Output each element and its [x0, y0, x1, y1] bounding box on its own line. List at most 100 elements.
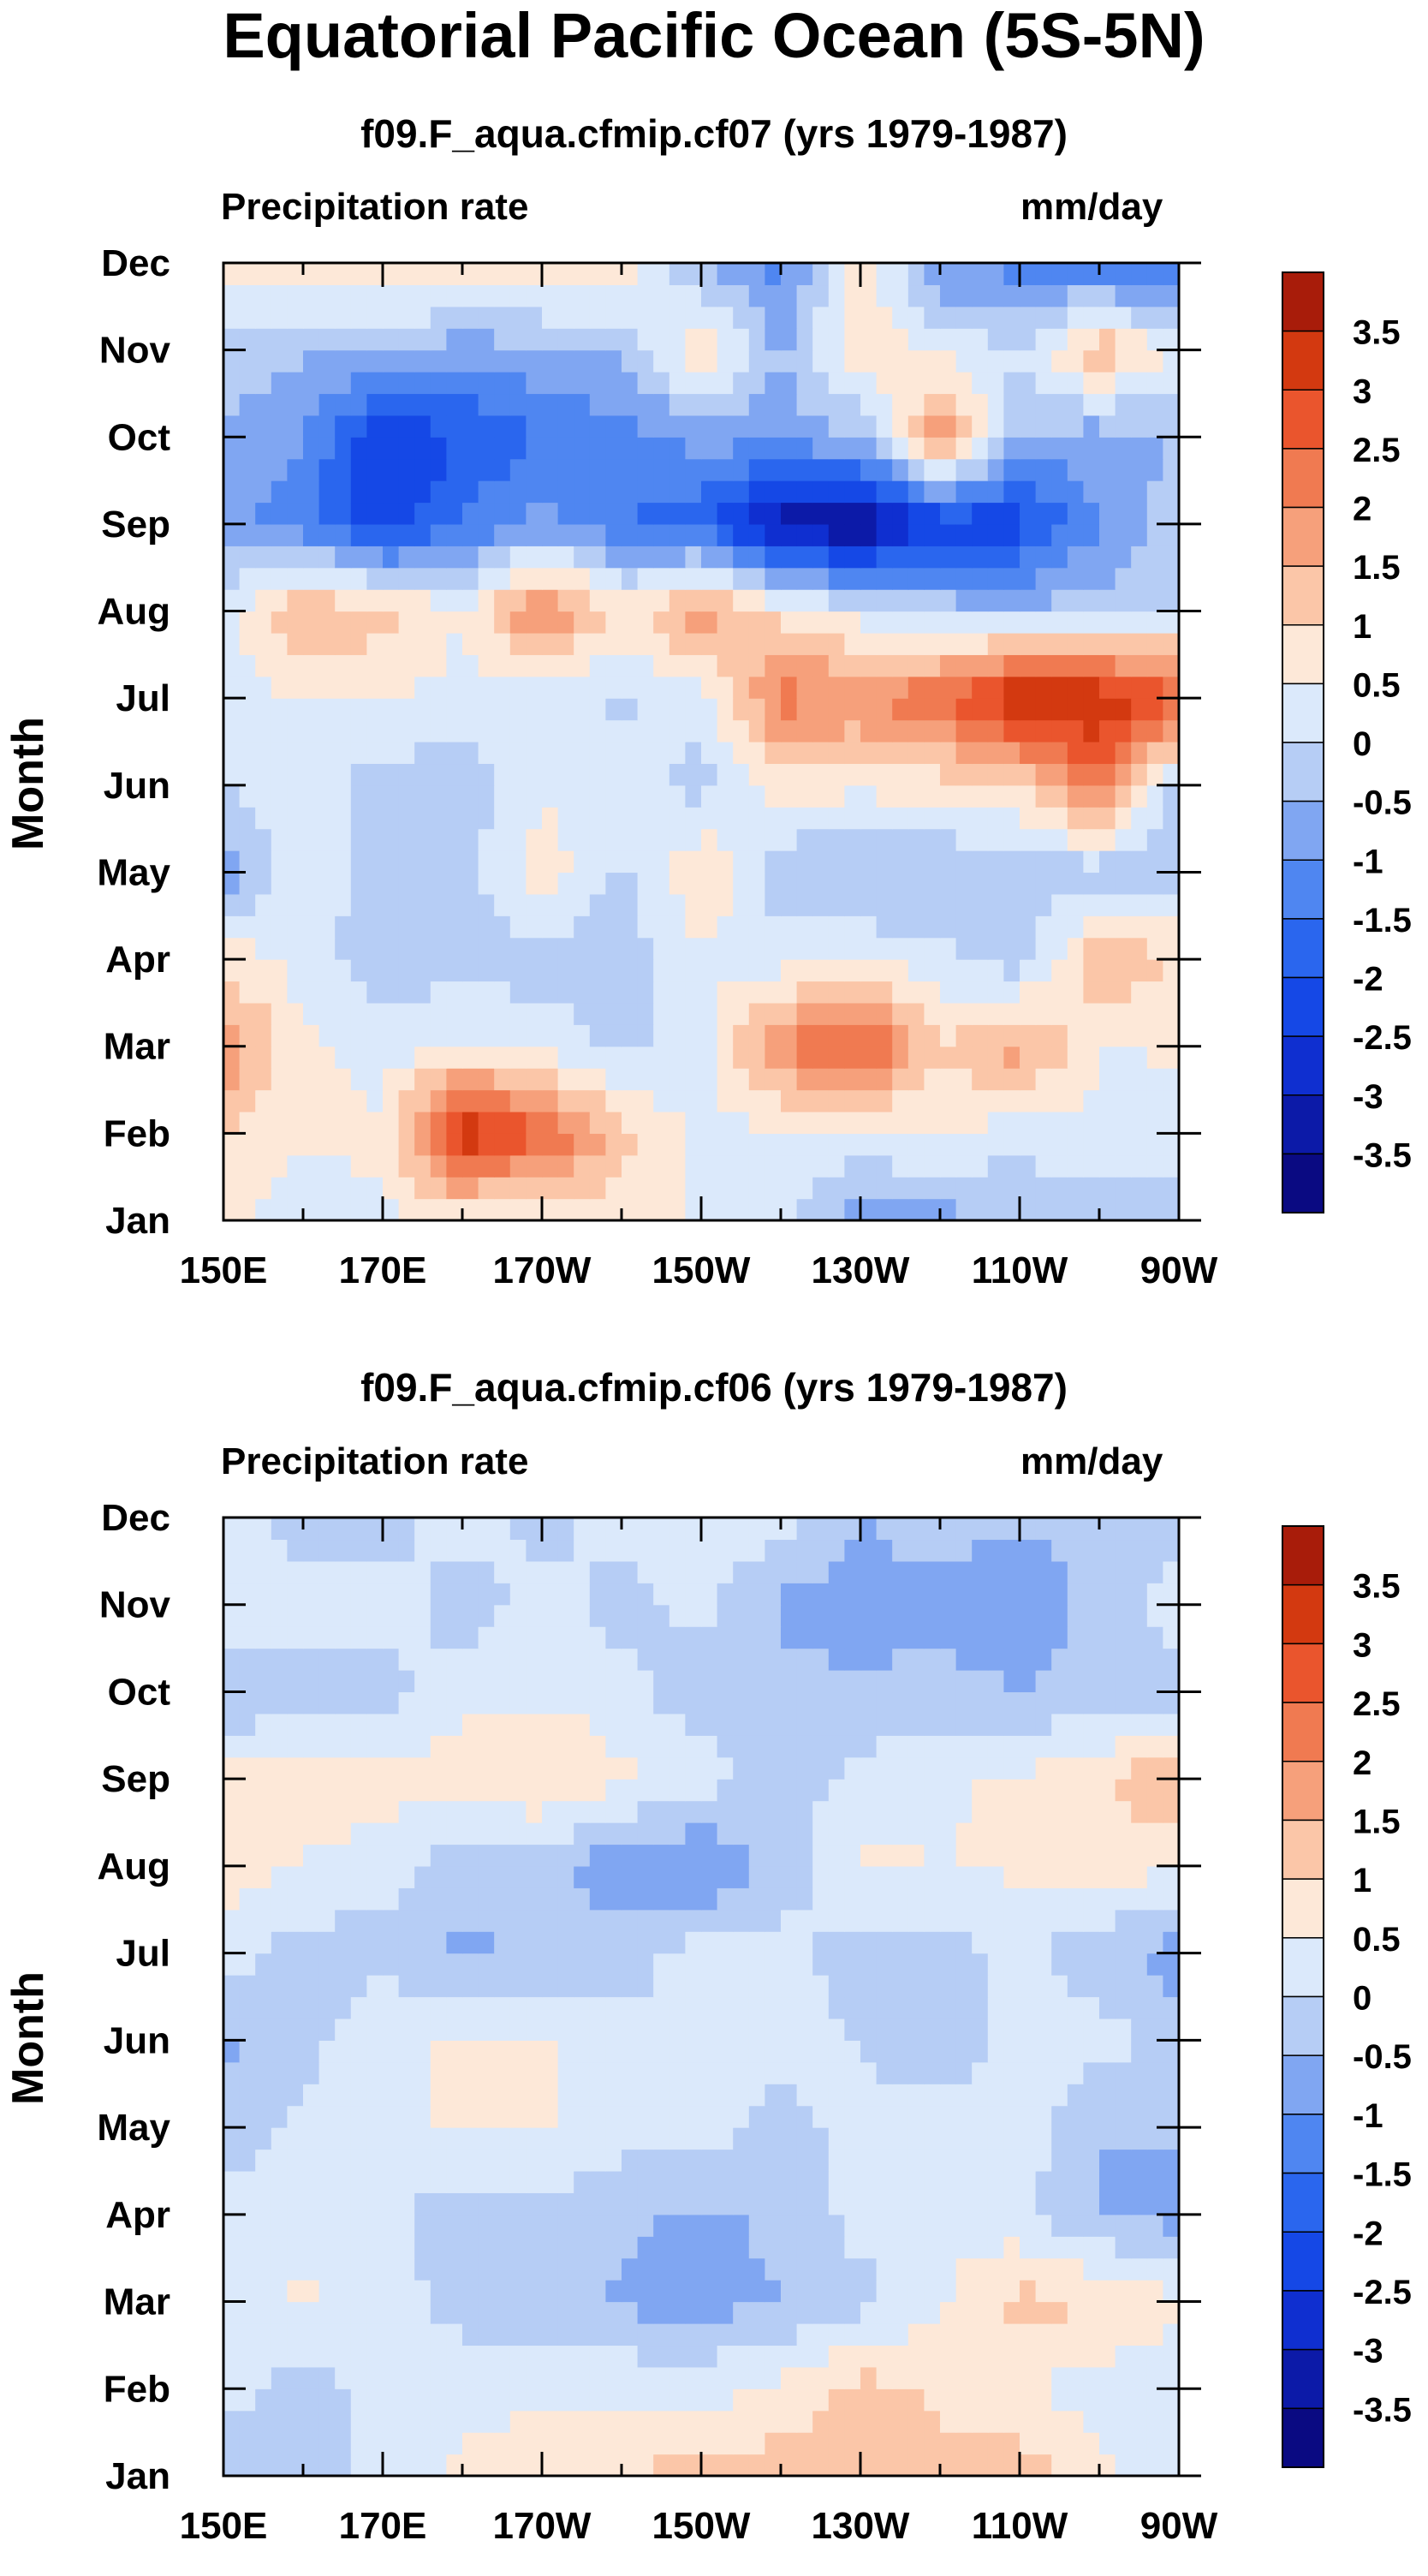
heatmap-cell: [637, 893, 654, 916]
heatmap-cell: [765, 676, 782, 699]
heatmap-cell: [669, 828, 686, 851]
heatmap-cell: [1115, 2149, 1132, 2172]
heatmap-cell: [1020, 2454, 1037, 2477]
heatmap-cell: [940, 1887, 957, 1911]
heatmap-cell: [765, 1133, 782, 1156]
heatmap-cell: [940, 1779, 957, 1802]
heatmap-cell: [589, 2127, 606, 2150]
heatmap-cell: [844, 1865, 861, 1888]
heatmap-cell: [574, 1975, 591, 1998]
heatmap-cell: [701, 458, 718, 481]
heatmap-cell: [287, 719, 304, 742]
heatmap-cell: [1146, 2105, 1163, 2128]
heatmap-cell: [509, 328, 527, 351]
heatmap-cell: [1131, 1713, 1148, 1736]
heatmap-cell: [239, 872, 256, 895]
heatmap-cell: [637, 2410, 654, 2433]
heatmap-cell: [446, 2192, 463, 2215]
heatmap-cell: [685, 1822, 702, 1846]
heatmap-cell: [733, 393, 750, 416]
heatmap-cell: [748, 1046, 765, 1069]
heatmap-cell: [653, 2149, 670, 2172]
heatmap-cell: [924, 2345, 941, 2368]
heatmap-cell: [239, 1756, 256, 1780]
heatmap-cell: [765, 1779, 782, 1802]
heatmap-cell: [350, 1953, 367, 1976]
heatmap-cell: [494, 1822, 511, 1846]
heatmap-cell: [1035, 2061, 1052, 2084]
heatmap-cell: [1020, 742, 1037, 765]
heatmap-cell: [860, 2345, 878, 2368]
heatmap-cell: [701, 2214, 718, 2237]
heatmap-cell: [1115, 981, 1132, 1004]
heatmap-cell: [1067, 1154, 1084, 1178]
heatmap-cell: [924, 2127, 941, 2150]
heatmap-cell: [605, 2040, 622, 2063]
heatmap-cell: [605, 567, 622, 590]
heatmap-cell: [955, 2388, 973, 2412]
heatmap-cell: [350, 1670, 367, 1693]
heatmap-cell: [1067, 981, 1084, 1004]
heatmap-cell: [239, 2388, 256, 2412]
heatmap-cell: [478, 2170, 495, 2193]
heatmap-cell: [653, 1800, 670, 1823]
heatmap-cell: [446, 2345, 463, 2368]
heatmap-cell: [414, 1198, 431, 1221]
heatmap-cell: [605, 676, 622, 699]
heatmap-cell: [748, 1002, 765, 1025]
heatmap-cell: [223, 719, 241, 742]
heatmap-cell: [717, 2323, 734, 2346]
heatmap-cell: [669, 1822, 686, 1846]
heatmap-cell: [605, 1931, 622, 1954]
heatmap-cell: [398, 1975, 415, 1998]
heatmap-cell: [844, 414, 861, 438]
heatmap-cell: [318, 1756, 336, 1780]
heatmap-cell: [1020, 1024, 1037, 1047]
heatmap-cell: [350, 719, 367, 742]
heatmap-cell: [239, 2149, 256, 2172]
heatmap-cell: [892, 1779, 909, 1802]
heatmap-cell: [1131, 1800, 1148, 1823]
heatmap-cell: [1115, 567, 1132, 590]
heatmap-cell: [318, 2192, 336, 2215]
heatmap-cell: [366, 2061, 384, 2084]
heatmap-cell: [622, 1779, 639, 1802]
heatmap-cell: [860, 1800, 878, 1823]
heatmap-cell: [1146, 698, 1163, 721]
heatmap-cell: [940, 2127, 957, 2150]
heatmap-cell: [1083, 437, 1100, 460]
heatmap-cell: [796, 893, 813, 916]
heatmap-cell: [669, 2366, 686, 2389]
heatmap-cell: [255, 828, 272, 851]
heatmap-cell: [398, 1931, 415, 1954]
heatmap-cell: [366, 523, 384, 546]
colorbar-swatch: [1282, 742, 1324, 802]
heatmap-cell: [860, 915, 878, 939]
heatmap-cell: [637, 654, 654, 677]
heatmap-cell: [398, 1691, 415, 1714]
heatmap-cell: [239, 1800, 256, 1823]
heatmap-cell: [828, 2105, 845, 2128]
panel-1-title: f09.F_aqua.cfmip.cf07 (yrs 1979-1987): [360, 111, 1068, 156]
heatmap-cell: [1035, 2301, 1052, 2324]
heatmap-cell: [462, 1670, 479, 1693]
heatmap-cell: [622, 1024, 639, 1047]
heatmap-cell: [653, 2040, 670, 2063]
heatmap-cell: [446, 981, 463, 1004]
heatmap-cell: [287, 828, 304, 851]
heatmap-cell: [287, 2454, 304, 2477]
heatmap-cell: [1131, 1909, 1148, 1932]
heatmap-cell: [1146, 2410, 1163, 2433]
heatmap-cell: [1003, 2040, 1020, 2063]
heatmap-cell: [335, 2170, 352, 2193]
heatmap-cell: [892, 2149, 909, 2172]
heatmap-cell: [653, 437, 670, 460]
heatmap-cell: [701, 2301, 718, 2324]
heatmap-cell: [255, 850, 272, 874]
heatmap-cell: [1099, 567, 1116, 590]
heatmap-cell: [1163, 2257, 1180, 2281]
heatmap-cell: [271, 1691, 288, 1714]
heatmap-cell: [955, 2061, 973, 2084]
heatmap-cell: [366, 1844, 384, 1867]
heatmap-cell: [414, 1046, 431, 1069]
